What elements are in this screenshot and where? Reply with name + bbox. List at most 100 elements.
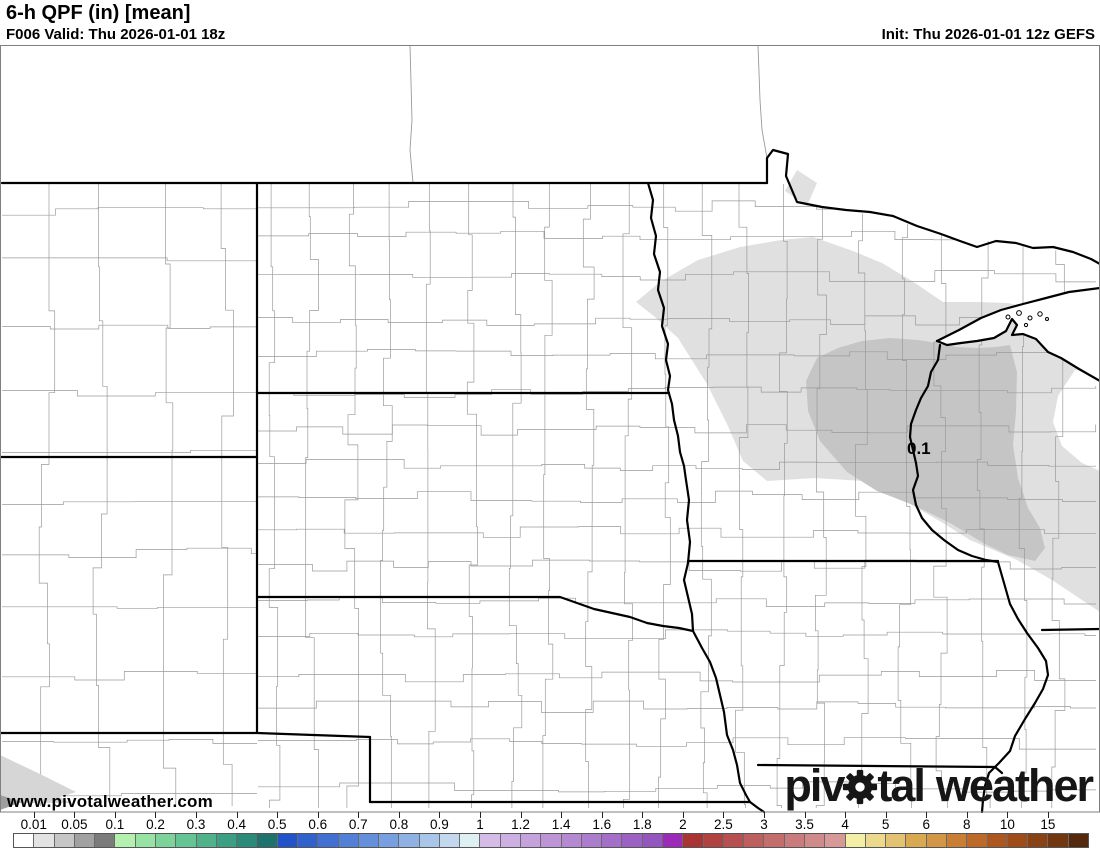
lake-superior xyxy=(937,288,1100,381)
colorbar-cell xyxy=(338,834,359,847)
colorbar-label: 0.01 xyxy=(20,817,47,832)
colorbar-label: 1.6 xyxy=(592,817,612,832)
colorbar-tick xyxy=(642,812,644,818)
apostle-islands xyxy=(1005,310,1049,328)
page-title: 6-h QPF (in) [mean] xyxy=(6,2,191,24)
colorbar-cell xyxy=(865,834,887,847)
colorbar-cell xyxy=(906,834,927,847)
contour-label: 0.1 xyxy=(907,439,931,458)
colorbar-label: 0.5 xyxy=(267,817,287,832)
colorbar-cell xyxy=(257,834,278,847)
watermark-banner xyxy=(0,755,76,810)
colorbar-cell xyxy=(14,834,35,847)
colorbar-cell xyxy=(723,834,745,847)
colorbar-tick xyxy=(1007,812,1009,818)
colorbar-cell xyxy=(744,834,765,847)
colorbar-label: 1 xyxy=(476,817,484,832)
colorbar-cell xyxy=(946,834,968,847)
colorbar-cell xyxy=(541,834,562,847)
colorbar-cell xyxy=(622,834,643,847)
colorbar-tick xyxy=(601,812,603,818)
colorbar-label: 8 xyxy=(963,817,971,832)
colorbar-cell xyxy=(176,834,197,847)
qpf-colorbar xyxy=(13,833,1089,848)
colorbar-cell xyxy=(581,834,603,847)
colorbar-cell xyxy=(480,834,501,847)
colorbar-cell xyxy=(297,834,319,847)
colorbar-cell xyxy=(155,834,177,847)
colorbar-cell xyxy=(683,834,704,847)
valid-time-label: F006 Valid: Thu 2026-01-01 18z xyxy=(6,26,226,43)
colorbar-label: 1.8 xyxy=(632,817,652,832)
colorbar-tick xyxy=(845,812,847,818)
colorbar-tick xyxy=(236,812,238,818)
colorbar-label: 0.1 xyxy=(105,817,125,832)
colorbar-cell xyxy=(1048,834,1069,847)
colorbar-tick xyxy=(763,812,765,818)
colorbar-tick xyxy=(885,812,887,818)
colorbar-label: 3.5 xyxy=(795,817,814,832)
colorbar-cell xyxy=(967,834,988,847)
colorbar-cell xyxy=(561,834,582,847)
colorbar-label: 4 xyxy=(841,817,849,832)
colorbar-tick xyxy=(155,812,157,818)
colorbar-tick xyxy=(398,812,400,818)
colorbar-cell xyxy=(602,834,623,847)
watermark-url: www.pivotalweather.com xyxy=(7,792,213,811)
colorbar-cell xyxy=(318,834,339,847)
colorbar-cell xyxy=(886,834,907,847)
colorbar-cell xyxy=(439,834,461,847)
colorbar-tick xyxy=(480,812,481,818)
colorbar-tick xyxy=(682,812,684,818)
gear-icon xyxy=(843,769,878,804)
colorbar-cell xyxy=(237,834,258,847)
colorbar-tick xyxy=(561,812,563,818)
colorbar-cell xyxy=(987,834,1008,847)
colorbar-cell xyxy=(135,834,156,847)
colorbar-label: 5 xyxy=(881,817,890,832)
colorbar-tick xyxy=(804,812,806,818)
logo-text-tal: tal xyxy=(877,760,925,811)
colorbar-label: 2 xyxy=(679,817,687,832)
colorbar-label: 6 xyxy=(922,817,930,832)
colorbar-tick xyxy=(74,812,76,818)
colorbar-cell xyxy=(196,834,217,847)
logo-text-weather: weather xyxy=(935,760,1094,811)
qpf-dark-shading xyxy=(806,338,1045,561)
pivotal-weather-logo: piv tal weather xyxy=(784,760,1094,811)
colorbar-cell xyxy=(804,834,826,847)
state-borders xyxy=(0,148,1100,814)
colorbar-cell xyxy=(521,834,542,847)
colorbar-cell xyxy=(784,834,805,847)
colorbar-cell xyxy=(419,834,440,847)
qpf-light-patch xyxy=(785,170,817,206)
colorbar-label: 1.2 xyxy=(511,817,530,832)
colorbar-cell xyxy=(277,834,298,847)
colorbar-cell xyxy=(642,834,663,847)
colorbar-label: 0.6 xyxy=(308,817,328,832)
county-grid-lines xyxy=(2,184,1097,808)
colorbar-cell xyxy=(54,834,75,847)
colorbar-cell xyxy=(460,834,481,847)
colorbar-label: 15 xyxy=(1040,817,1056,832)
logo-text-piv: piv xyxy=(784,760,845,811)
colorbar-tick xyxy=(926,812,928,818)
colorbar-cell xyxy=(500,834,522,847)
colorbar-tick xyxy=(520,812,522,818)
county-boundaries xyxy=(2,184,1097,808)
colorbar-cell xyxy=(845,834,866,847)
colorbar-label: 0.8 xyxy=(389,817,409,832)
colorbar-tick xyxy=(358,812,360,818)
colorbar-label: 0.05 xyxy=(61,817,88,832)
colorbar-cell xyxy=(216,834,238,847)
colorbar-tick xyxy=(317,812,319,818)
colorbar-cell xyxy=(95,834,116,847)
colorbar-cell xyxy=(399,834,420,847)
colorbar-cell xyxy=(663,834,684,847)
colorbar-cell xyxy=(703,834,724,847)
colorbar-label: 10 xyxy=(999,817,1015,832)
colorbar-tick xyxy=(196,812,198,818)
colorbar-cell xyxy=(379,834,400,847)
